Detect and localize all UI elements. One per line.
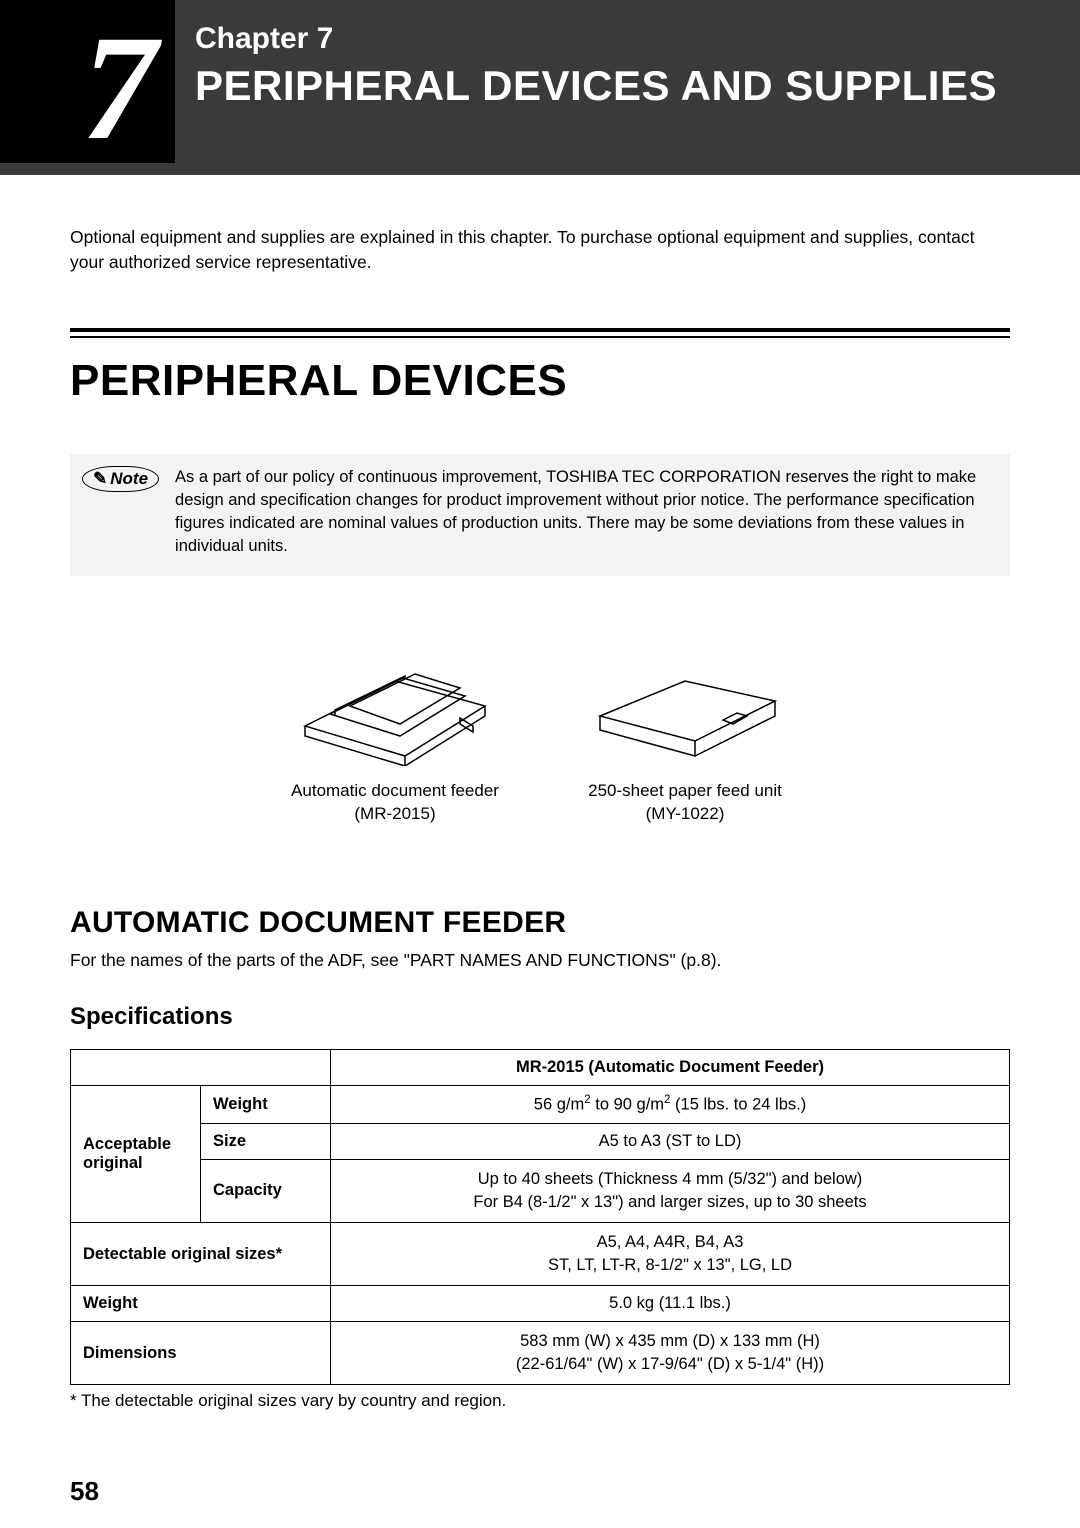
table-row: Detectable original sizes* A5, A4, A4R, …: [71, 1222, 1010, 1285]
chapter-title: PERIPHERAL DEVICES AND SUPPLIES: [195, 62, 997, 110]
note-callout: ✎Note As a part of our policy of continu…: [70, 454, 1010, 576]
spec-val-weight: 56 g/m2 to 90 g/m2 (15 lbs. to 24 lbs.): [331, 1086, 1010, 1124]
page-number: 58: [70, 1476, 99, 1507]
dim-l1: 583 mm (W) x 435 mm (D) x 133 mm (H): [520, 1332, 820, 1350]
figure-feedunit: 250-sheet paper feed unit (MY-1022): [575, 646, 795, 826]
table-row: Size A5 to A3 (ST to LD): [71, 1123, 1010, 1159]
spec-val-unit-weight: 5.0 kg (11.1 lbs.): [331, 1286, 1010, 1322]
weight-mid: to 90 g/m: [591, 1096, 664, 1114]
spec-val-size: A5 to A3 (ST to LD): [331, 1123, 1010, 1159]
spec-row-weight: Weight: [201, 1086, 331, 1124]
figure-feedunit-caption-line1: 250-sheet paper feed unit: [588, 781, 782, 800]
spec-row-capacity: Capacity: [201, 1159, 331, 1222]
figures-row: Automatic document feeder (MR-2015) 250-…: [70, 646, 1010, 826]
figure-adf-caption-line1: Automatic document feeder: [291, 781, 499, 800]
spec-col-header: MR-2015 (Automatic Document Feeder): [331, 1050, 1010, 1086]
spec-val-detect: A5, A4, A4R, B4, A3 ST, LT, LT-R, 8-1/2"…: [331, 1222, 1010, 1285]
section-title: PERIPHERAL DEVICES: [70, 356, 1010, 406]
dim-l2: (22-61/64" (W) x 17-9/64" (D) x 5-1/4" (…: [516, 1355, 824, 1373]
spec-row-size: Size: [201, 1123, 331, 1159]
spec-group-acceptable: Acceptable original: [71, 1086, 201, 1223]
spec-heading: Specifications: [70, 1003, 1010, 1031]
figure-feedunit-caption: 250-sheet paper feed unit (MY-1022): [575, 780, 795, 826]
chapter-number: 7: [82, 13, 157, 163]
pencil-icon: ✎: [93, 469, 107, 489]
chapter-header: 7 Chapter 7 PERIPHERAL DEVICES AND SUPPL…: [0, 0, 1080, 175]
table-row: Capacity Up to 40 sheets (Thickness 4 mm…: [71, 1159, 1010, 1222]
chapter-header-text: Chapter 7 PERIPHERAL DEVICES AND SUPPLIE…: [175, 0, 997, 110]
spec-table: MR-2015 (Automatic Document Feeder) Acce…: [70, 1049, 1010, 1385]
page-content: Optional equipment and supplies are expl…: [0, 175, 1080, 1451]
intro-paragraph: Optional equipment and supplies are expl…: [70, 225, 1010, 274]
spec-blank-header: [71, 1050, 331, 1086]
adf-illustration-icon: [285, 646, 505, 766]
table-row: Dimensions 583 mm (W) x 435 mm (D) x 133…: [71, 1322, 1010, 1385]
figure-feedunit-caption-line2: (MY-1022): [646, 804, 725, 823]
spec-footnote: * The detectable original sizes vary by …: [70, 1391, 1010, 1411]
adf-heading: AUTOMATIC DOCUMENT FEEDER: [70, 906, 1010, 940]
capacity-l1: Up to 40 sheets (Thickness 4 mm (5/32") …: [478, 1170, 863, 1188]
table-row: MR-2015 (Automatic Document Feeder): [71, 1050, 1010, 1086]
note-label: Note: [110, 469, 148, 489]
spec-val-capacity: Up to 40 sheets (Thickness 4 mm (5/32") …: [331, 1159, 1010, 1222]
spec-row-detect: Detectable original sizes*: [71, 1222, 331, 1285]
table-row: Acceptable original Weight 56 g/m2 to 90…: [71, 1086, 1010, 1124]
weight-post: (15 lbs. to 24 lbs.): [670, 1096, 806, 1114]
spec-val-dim: 583 mm (W) x 435 mm (D) x 133 mm (H) (22…: [331, 1322, 1010, 1385]
figure-adf-caption-line2: (MR-2015): [354, 804, 435, 823]
manual-page: 7 Chapter 7 PERIPHERAL DEVICES AND SUPPL…: [0, 0, 1080, 1528]
table-row: Weight 5.0 kg (11.1 lbs.): [71, 1286, 1010, 1322]
note-badge: ✎Note: [82, 466, 159, 492]
figure-adf-caption: Automatic document feeder (MR-2015): [285, 780, 505, 826]
chapter-number-box: 7: [0, 0, 175, 163]
chapter-label: Chapter 7: [195, 22, 997, 56]
feedunit-illustration-icon: [575, 646, 795, 766]
figure-adf: Automatic document feeder (MR-2015): [285, 646, 505, 826]
adf-subtext: For the names of the parts of the ADF, s…: [70, 950, 1010, 971]
note-text: As a part of our policy of continuous im…: [175, 466, 996, 558]
spec-row-unit-weight: Weight: [71, 1286, 331, 1322]
detect-l2: ST, LT, LT-R, 8-1/2" x 13", LG, LD: [548, 1256, 792, 1274]
weight-pre: 56 g/m: [534, 1096, 584, 1114]
detect-l1: A5, A4, A4R, B4, A3: [597, 1233, 744, 1251]
spec-row-dim: Dimensions: [71, 1322, 331, 1385]
capacity-l2: For B4 (8-1/2" x 13") and larger sizes, …: [473, 1193, 866, 1211]
section-rule: [70, 328, 1010, 338]
